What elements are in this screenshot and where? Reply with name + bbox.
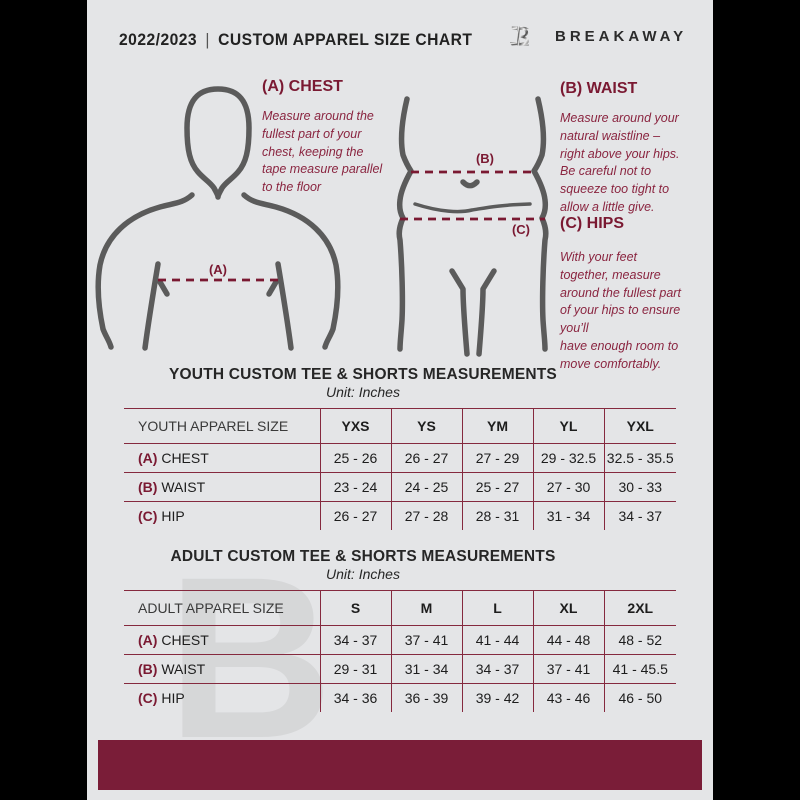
svg-text:(C): (C) xyxy=(512,222,530,237)
svg-text:(B): (B) xyxy=(476,151,494,166)
svg-text:(A): (A) xyxy=(209,262,227,277)
